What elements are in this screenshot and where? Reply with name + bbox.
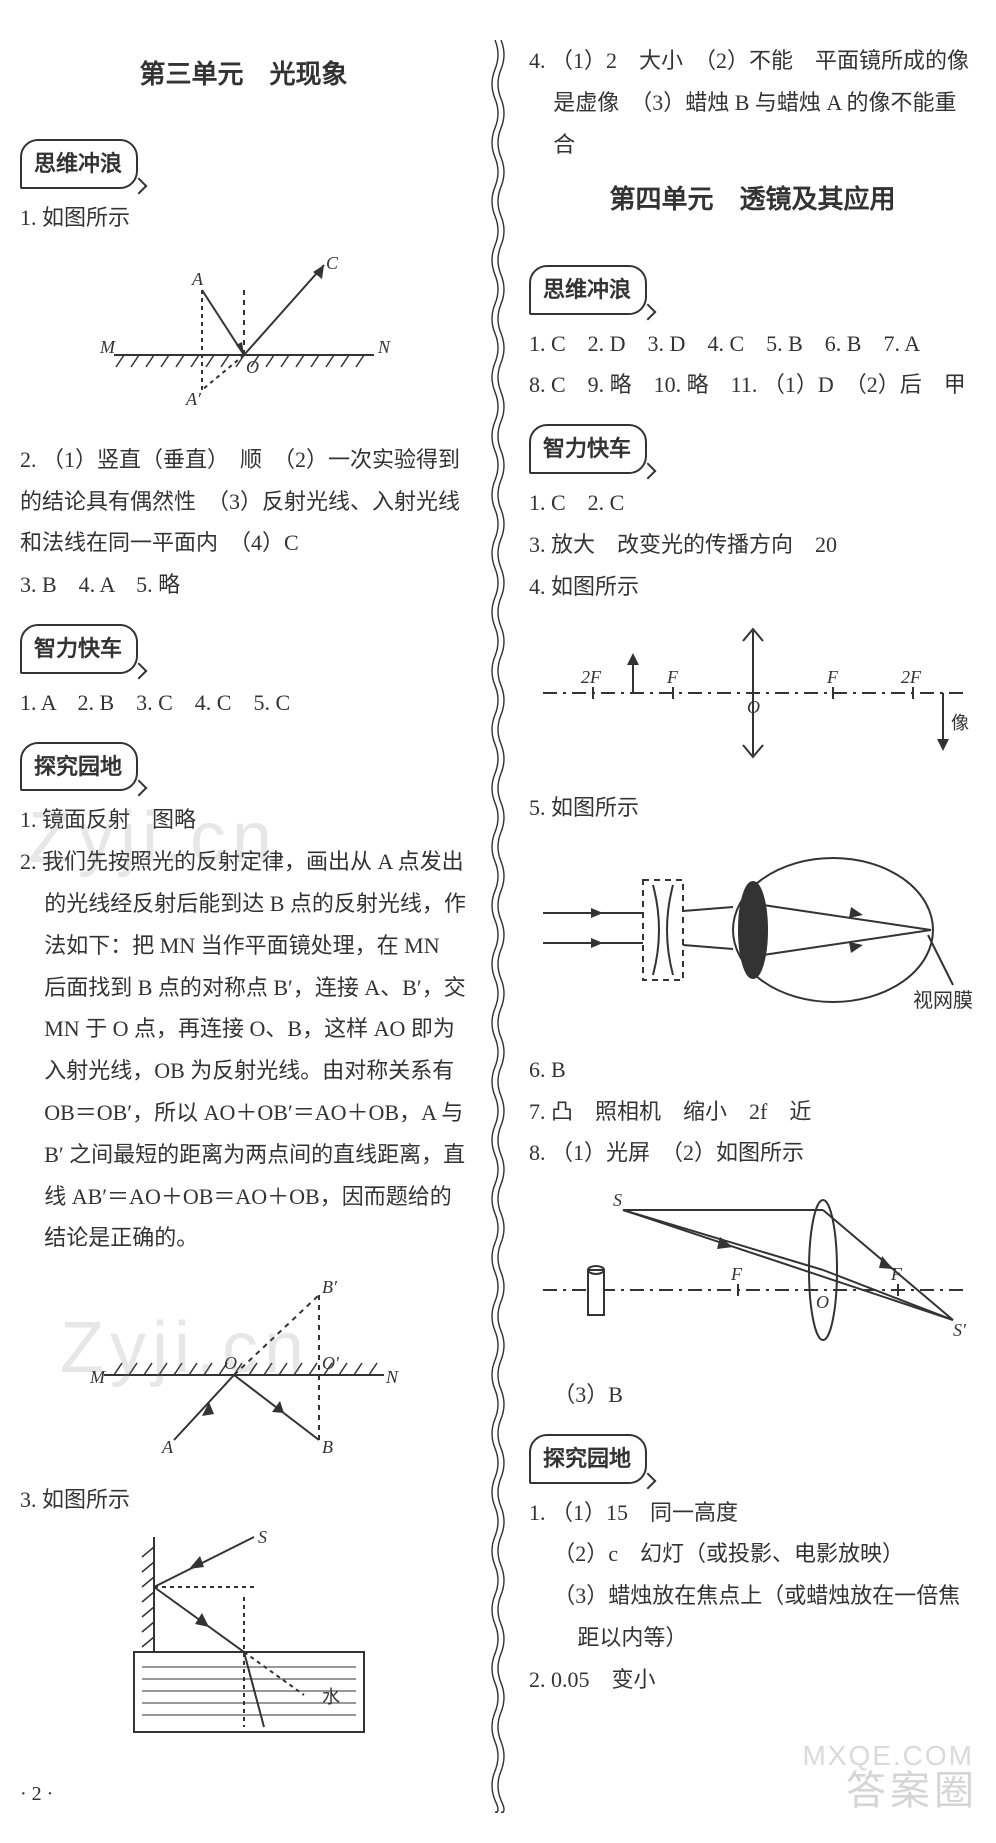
- section-zhili-right: 智力快车: [529, 424, 647, 474]
- left-column: 第三单元 光现象 思维冲浪 1. 如图所示: [20, 40, 473, 1813]
- fig1-label-C: C: [326, 253, 339, 273]
- right-s2l4: 5. 如图所示: [529, 787, 976, 829]
- right-s1l1: 1. C 2. D 3. D 4. C 5. B 6. B 7. A: [529, 323, 976, 365]
- fig4-label-2F-l: 2F: [581, 667, 602, 687]
- left-s2q1: 1. A 2. B 3. C 4. C 5. C: [20, 682, 467, 724]
- fig1-label-A: A: [191, 269, 204, 289]
- fig3-label-S: S: [258, 1527, 267, 1547]
- left-q2: 2. （1）竖直（垂直） 顺 （2）一次实验得到的结论具有偶然性 （3）反射光线…: [20, 439, 467, 564]
- right-s2l7: 8. （1）光屏 （2）如图所示: [529, 1132, 976, 1174]
- fig1-label-Aprime: A′: [185, 389, 202, 409]
- right-s3q1b: （2）c 幻灯（或投影、电影放映）: [529, 1533, 976, 1575]
- page-number: · 2 ·: [20, 1775, 467, 1813]
- fig1-reflection: A A′ C M N O: [20, 245, 467, 429]
- fig5-eye: 视网膜: [529, 835, 976, 1039]
- fig4-label-F-r: F: [826, 667, 839, 687]
- fig6-label-S: S: [613, 1190, 622, 1210]
- fig2-label-M: M: [89, 1367, 106, 1387]
- right-s2l5: 6. B: [529, 1049, 976, 1091]
- fig6-label-F-l: F: [730, 1264, 743, 1284]
- fig4-label-2F-r: 2F: [901, 667, 922, 687]
- section-siwei-left: 思维冲浪: [20, 139, 138, 189]
- right-s2l6: 7. 凸 照相机 缩小 2f 近: [529, 1091, 976, 1133]
- fig4-label-F-l: F: [666, 667, 679, 687]
- fig1-label-N: N: [377, 337, 391, 357]
- right-s3q2: 2. 0.05 变小: [529, 1659, 976, 1701]
- fig4-label-image: 像: [951, 713, 969, 733]
- unit4-title: 第四单元 透镜及其应用: [529, 175, 976, 224]
- fig1-label-O: O: [246, 357, 259, 377]
- fig1-label-M: M: [99, 337, 116, 357]
- left-s3q3: 3. 如图所示: [20, 1479, 467, 1521]
- right-s3q1a: 1. （1）15 同一高度: [529, 1492, 976, 1534]
- column-divider: [491, 40, 505, 1813]
- fig2-label-Bprime: B′: [322, 1277, 338, 1297]
- section-tanjiu-left: 探究园地: [20, 742, 138, 792]
- section-siwei-right: 思维冲浪: [529, 265, 647, 315]
- fig6-lens-rays: S S′ F F O: [529, 1180, 976, 1364]
- fig3-refraction: S 水: [20, 1527, 467, 1761]
- fig2-label-N: N: [385, 1367, 399, 1387]
- right-column: 4. （1）2 大小 （2）不能 平面镜所成的像是虚像 （3）蜡烛 B 与蜡烛 …: [523, 40, 976, 1813]
- fig4-convex-lens: 2F F O F 2F 像: [529, 613, 976, 777]
- right-s2l8: （3）B: [529, 1374, 976, 1416]
- left-s3q1: 1. 镜面反射 图略: [20, 799, 467, 841]
- fig4-label-O: O: [747, 697, 760, 717]
- right-s1l2: 8. C 9. 略 10. 略 11. （1）D （2）后 甲: [529, 364, 976, 406]
- fig2-label-Oprime: O′: [322, 1353, 340, 1373]
- fig6-label-Sprime: S′: [953, 1320, 967, 1340]
- left-q1: 1. 如图所示: [20, 197, 467, 239]
- right-s2l1: 1. C 2. C: [529, 482, 976, 524]
- fig3-label-water: 水: [322, 1687, 340, 1707]
- fig2-mirror-AB: A B B′ M N O O′: [20, 1265, 467, 1469]
- right-s2l2: 3. 放大 改变光的传播方向 20: [529, 524, 976, 566]
- section-tanjiu-right: 探究园地: [529, 1434, 647, 1484]
- fig2-label-B: B: [322, 1437, 333, 1455]
- fig2-label-O: O: [224, 1353, 237, 1373]
- left-s3q4: 4. （1）2 大小 （2）不能 平面镜所成的像是虚像 （3）蜡烛 B 与蜡烛 …: [529, 40, 976, 165]
- right-s2l3: 4. 如图所示: [529, 566, 976, 608]
- fig6-label-O: O: [816, 1292, 829, 1312]
- right-s3q1c: （3）蜡烛放在焦点上（或蜡烛放在一倍焦距以内等）: [529, 1575, 976, 1659]
- unit3-title: 第三单元 光现象: [20, 50, 467, 99]
- section-zhili-left: 智力快车: [20, 624, 138, 674]
- fig6-label-F-r: F: [890, 1264, 903, 1284]
- left-q3: 3. B 4. A 5. 略: [20, 564, 467, 606]
- fig5-label-retina: 视网膜: [913, 989, 973, 1012]
- fig2-label-A: A: [161, 1437, 174, 1455]
- left-s3q2: 2. 我们先按照光的反射定律，画出从 A 点发出的光线经反射后能到达 B 点的反…: [20, 841, 467, 1259]
